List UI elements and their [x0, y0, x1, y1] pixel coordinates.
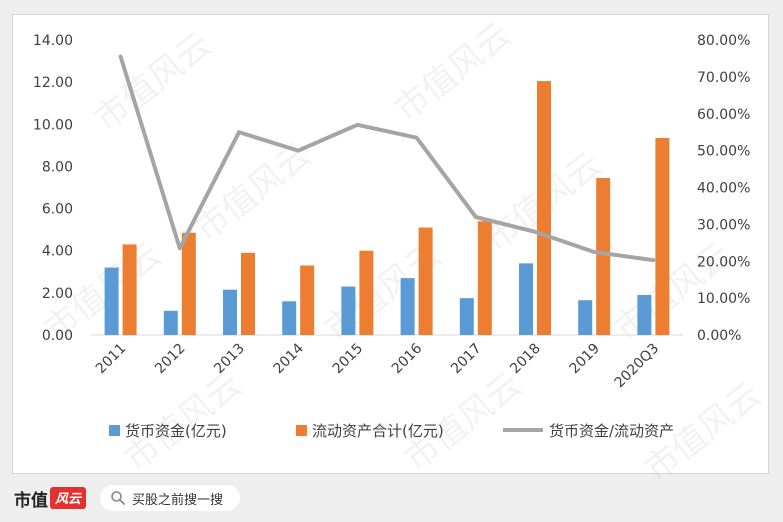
y-right-tick-label: 60.00%: [697, 107, 750, 123]
brand-logo[interactable]: 市值 风云: [14, 486, 87, 511]
bar-current-assets: [359, 250, 374, 335]
x-tick-label: 2019: [567, 341, 604, 378]
logo-text: 市值: [14, 490, 48, 511]
search-icon: [111, 491, 125, 505]
x-tick-label: 2020Q3: [612, 341, 663, 392]
y-right-tick-label: 40.00%: [697, 181, 750, 197]
bar-current-assets: [537, 81, 551, 335]
bar-current-assets: [477, 221, 492, 335]
bar-current-assets: [122, 244, 137, 335]
y-left-tick-label: 0.00: [42, 328, 73, 344]
y-right-tick-label: 10.00%: [697, 291, 750, 307]
bar-cash: [163, 310, 178, 335]
y-right-tick-label: 50.00%: [697, 144, 750, 160]
bar-cash: [104, 267, 119, 335]
bar-cash: [578, 300, 593, 335]
bar-cash: [282, 301, 297, 335]
bar-cash: [341, 286, 356, 335]
legend-swatch: [109, 425, 120, 436]
combo-chart: 0.00 2.00 4.00 6.00 8.00 10.00 12.00 14.00 0.00%…: [33, 33, 750, 440]
legend-label: 流动资产合计(亿元): [312, 422, 444, 440]
x-tick-label: 2013: [211, 341, 248, 378]
bar-current-assets: [241, 252, 255, 335]
legend-label: 货币资金(亿元): [125, 422, 227, 440]
legend-label: 货币资金/流动资产: [549, 422, 674, 440]
y-left-tick-label: 8.00: [42, 159, 73, 175]
ratio-line: [118, 54, 656, 263]
search-box[interactable]: 买股之前搜一搜: [100, 485, 240, 511]
search-placeholder: 买股之前搜一搜: [132, 492, 224, 508]
x-tick-label: 2012: [152, 341, 189, 378]
y-left-tick-label: 2.00: [42, 286, 73, 302]
bar-current-assets: [418, 227, 433, 335]
chart-card: 市值风云 市值风云 市值风云 市值风云 市值风云 市值风云 市值风云 市值风云 …: [12, 14, 769, 490]
x-tick-label: 2011: [93, 341, 130, 378]
x-tick-label: 2018: [507, 341, 544, 378]
bar-current-assets: [596, 178, 611, 335]
bar-cash: [223, 289, 237, 335]
y-left-tick-label: 4.00: [42, 244, 73, 260]
x-tick-label: 2014: [271, 340, 308, 377]
footer: 市值 风云 买股之前搜一搜: [0, 478, 783, 518]
bar-current-assets: [300, 265, 315, 335]
x-tick-label: 2017: [448, 341, 485, 378]
bar-cash: [637, 294, 652, 335]
y-left-tick-label: 6.00: [42, 202, 73, 218]
y-left-tick-label: 12.00: [33, 75, 73, 91]
x-tick-label: 2015: [330, 341, 367, 378]
bar-current-assets: [655, 137, 670, 335]
y-right-tick-label: 80.00%: [697, 33, 750, 49]
y-right-tick-label: 20.00%: [697, 254, 750, 270]
y-left-tick-label: 14.00: [33, 33, 73, 49]
bar-cash: [519, 263, 533, 335]
x-tick-label: 2016: [389, 340, 426, 377]
y-left-tick-label: 10.00: [33, 117, 73, 133]
y-right-tick-label: 0.00%: [697, 328, 741, 344]
legend-swatch: [296, 425, 307, 436]
bar-cash: [400, 278, 415, 335]
y-right-tick-label: 70.00%: [697, 70, 750, 86]
logo-badge: 风云: [50, 487, 87, 509]
bar-cash: [459, 298, 474, 335]
y-right-tick-label: 30.00%: [697, 217, 750, 233]
bar-current-assets: [181, 232, 196, 335]
